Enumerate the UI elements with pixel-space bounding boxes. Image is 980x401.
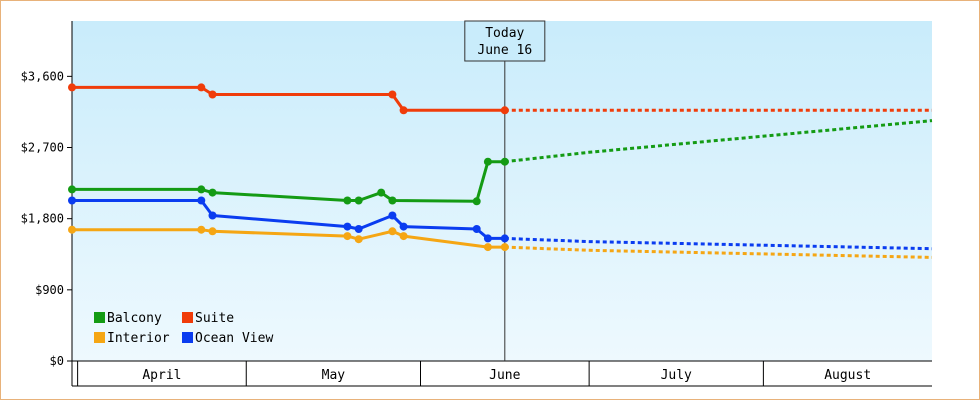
data-point-interior [208,227,217,236]
forecast-line-interior [504,245,933,259]
legend-label-interior: Interior [107,331,170,346]
data-point-suite [388,90,397,99]
series-line-suite [72,85,505,112]
legend-swatch-balcony [94,312,105,323]
today-label: Today [485,26,524,41]
today-date-label: June 16 [477,43,532,58]
y-tick-label: $3,600 [21,69,64,83]
today-marker-layer: Today June 16 [464,20,546,361]
data-point-interior [399,232,408,241]
legend-swatch-interior [94,332,105,343]
x-month-label: July [661,368,692,383]
data-point-suite [208,90,217,99]
data-point-balcony [208,188,217,197]
data-point-suite [197,83,206,92]
legend-label-suite: Suite [195,311,234,326]
series-line-ocean-view [72,199,505,240]
legend-swatch-suite [182,312,193,323]
data-point-balcony [483,157,492,166]
y-tick-label: $0 [50,354,64,368]
data-point-balcony [377,188,386,197]
legend-swatch-ocean-view [182,332,193,343]
data-point-ocean-view [343,222,352,231]
data-point-interior [483,243,492,252]
data-point-interior [68,225,76,234]
data-point-ocean-view [68,196,76,205]
data-point-ocean-view [483,234,492,243]
data-point-interior [500,243,509,252]
data-point-suite [399,106,408,115]
series-line-balcony [72,160,505,203]
x-month-label: May [322,368,346,383]
data-point-suite [68,83,76,92]
axes-layer: $0 $900 $1,800 $2,700 $3,600 April May June July… [21,21,932,387]
y-tick-label: $1,800 [21,212,64,226]
data-point-interior [197,225,206,234]
y-tick-label: $900 [35,283,64,297]
x-month-label: August [824,368,871,383]
data-point-interior [354,235,363,244]
data-point-ocean-view [399,222,408,231]
data-point-ocean-view [197,196,206,205]
data-point-balcony [354,196,363,205]
data-point-interior [388,227,397,236]
today-box [464,20,546,62]
data-point-ocean-view [354,225,363,233]
data-point-ocean-view [388,211,397,220]
data-point-balcony [343,196,352,205]
data-point-balcony [472,197,481,206]
x-month-label: April [142,368,181,383]
data-point-ocean-view [472,225,481,233]
data-point-balcony [388,196,397,205]
x-month-label: June [489,368,520,383]
data-point-ocean-view [208,211,217,220]
legend-label-balcony: Balcony [107,311,162,326]
data-point-interior [343,232,352,241]
forecast-line-ocean-view [504,236,933,251]
forecast-line-balcony [504,119,933,164]
y-tick-label: $2,700 [21,141,64,155]
legend-label-ocean-view: Ocean View [195,331,273,346]
data-point-balcony [197,185,206,194]
data-point-balcony [500,157,509,166]
data-point-ocean-view [500,234,509,243]
series-layer [68,83,933,259]
data-point-suite [500,106,509,115]
data-point-balcony [68,185,76,194]
legend: Balcony Suite Interior Ocean View [94,311,273,346]
